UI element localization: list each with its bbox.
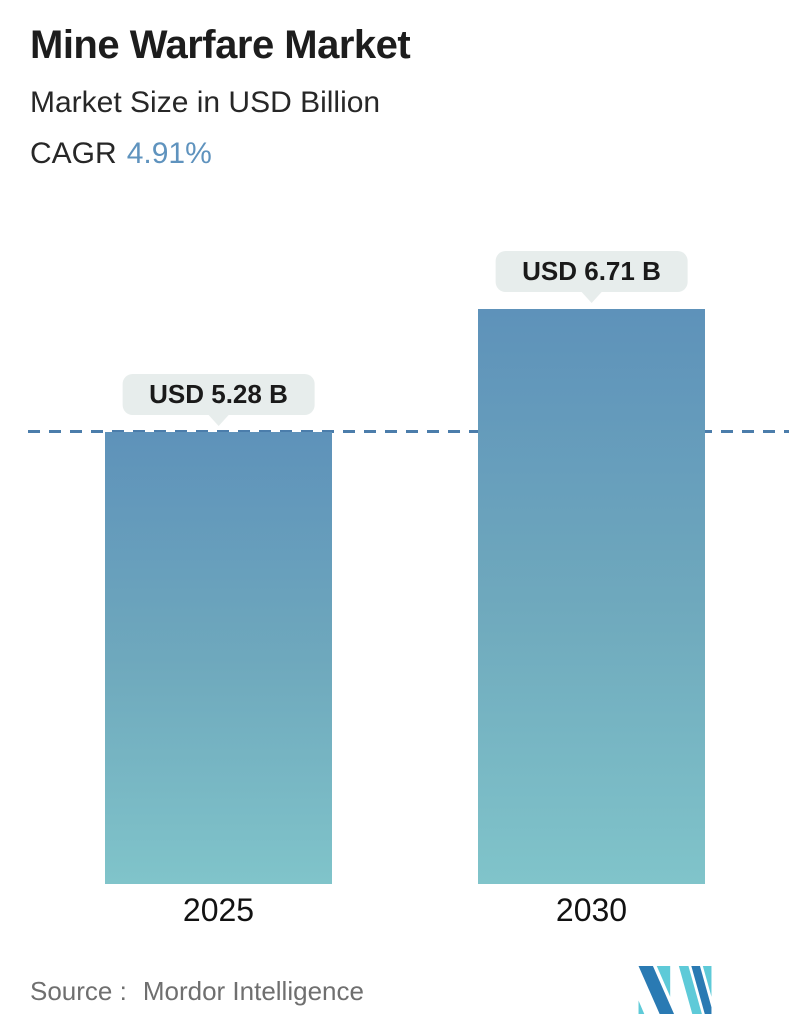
source-name: Mordor Intelligence <box>142 976 364 1006</box>
page-title: Mine Warfare Market <box>30 23 411 67</box>
value-badge-2030: USD 6.71 B <box>495 251 688 292</box>
cagr-value: 4.91% <box>126 137 212 170</box>
dashed-reference-line <box>28 430 789 433</box>
cagr-label: CAGR <box>30 137 117 170</box>
value-badge-2025: USD 5.28 B <box>122 374 315 415</box>
source-label: Source : <box>30 976 127 1006</box>
bar-group-2030: USD 6.71 B 2030 <box>478 0 705 928</box>
m-mark-icon <box>638 966 712 1014</box>
chart-subtitle: Market Size in USD Billion <box>30 86 381 119</box>
category-label-2030: 2030 <box>555 892 628 928</box>
mordor-intelligence-logo <box>638 966 712 1014</box>
source-line: Source : Mordor Intelligence <box>30 976 364 1007</box>
cagr-line: CAGR 4.91% <box>30 136 212 172</box>
bar-2025 <box>105 432 332 884</box>
bar-group-2025: USD 5.28 B 2025 <box>105 0 332 928</box>
bar-2030 <box>478 309 705 884</box>
category-label-2025: 2025 <box>182 892 255 928</box>
